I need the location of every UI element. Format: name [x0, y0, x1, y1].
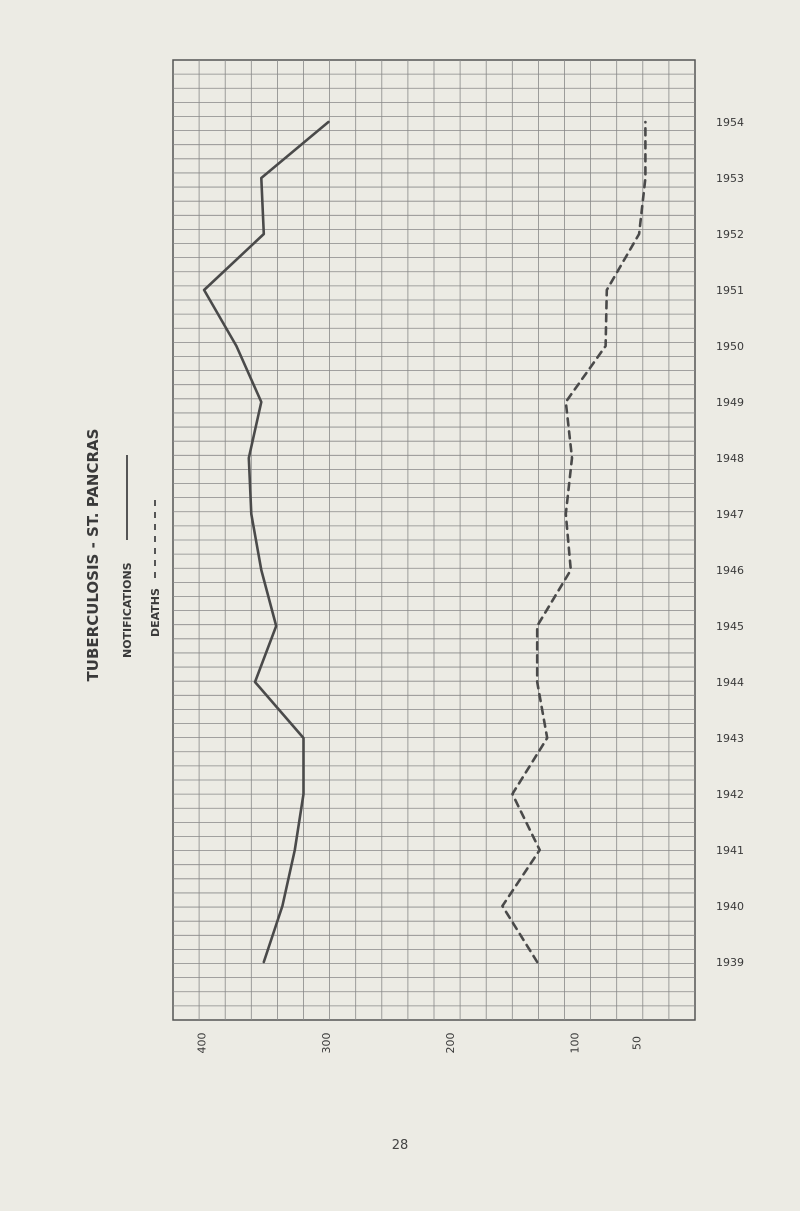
- year-tick-label: 1945: [716, 620, 744, 633]
- notifications-line: [202, 120, 330, 964]
- year-tick-label: 1941: [716, 844, 744, 857]
- year-tick-label: 1943: [716, 732, 744, 745]
- value-tick-label: 200: [444, 1033, 457, 1054]
- year-tick-label: 1944: [716, 676, 744, 689]
- year-tick-label: 1940: [716, 900, 744, 913]
- year-tick-label: 1954: [716, 116, 744, 129]
- year-tick-label: 1950: [716, 340, 744, 353]
- year-tick-labels: 1939 1940 1941 1942 1943 1944 1945 1946 1947 1948…: [716, 116, 744, 969]
- year-tick-label: 1947: [716, 508, 744, 521]
- value-tick-labels: 400 300 200 100 50: [196, 1033, 644, 1054]
- year-tick-label: 1951: [716, 284, 744, 297]
- grid: [173, 60, 695, 1020]
- value-tick-label: 50: [631, 1036, 644, 1050]
- year-tick-label: 1939: [716, 956, 744, 969]
- legend-notifications-label: NOTIFICATIONS: [121, 562, 134, 658]
- year-tick-label: 1942: [716, 788, 744, 801]
- value-tick-label: 100: [569, 1033, 582, 1054]
- value-tick-label: 400: [196, 1033, 209, 1054]
- value-tick-label: 300: [320, 1033, 333, 1054]
- title-block: TUBERCULOSIS - ST. PANCRAS NOTIFICATIONS…: [84, 429, 162, 682]
- year-tick-label: 1949: [716, 396, 744, 409]
- page-number: 28: [391, 1138, 409, 1153]
- legend-deaths-label: DEATHS: [149, 588, 162, 637]
- series-group: [202, 120, 647, 964]
- year-tick-label: 1948: [716, 452, 744, 465]
- year-tick-label: 1946: [716, 564, 744, 577]
- chart-title: TUBERCULOSIS - ST. PANCRAS: [84, 429, 102, 682]
- year-tick-label: 1953: [716, 172, 744, 185]
- year-tick-label: 1952: [716, 228, 744, 241]
- deaths-line: [501, 120, 647, 964]
